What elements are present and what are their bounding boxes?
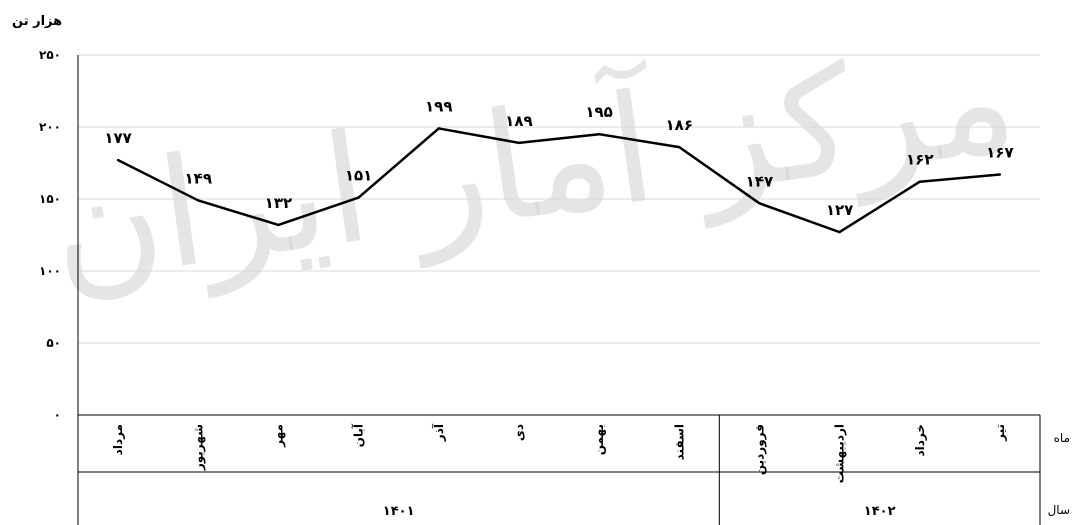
- data-point: [758, 202, 761, 205]
- series-line: [116, 127, 1002, 234]
- y-tick-labels: ۰ ۵۰ ۱۰۰ ۱۵۰ ۲۰۰ ۲۵۰: [39, 48, 61, 422]
- x-category-label: دی: [512, 424, 526, 441]
- data-point: [277, 223, 280, 227]
- data-point: [597, 133, 601, 136]
- year-labels: ۱۴۰۱ ۱۴۰۲ ماه سال: [383, 431, 1070, 519]
- x-category-label: آذر: [431, 423, 446, 442]
- data-label: ۱۸۹: [505, 112, 532, 130]
- data-label: ۱۲۷: [826, 201, 853, 219]
- x-category-label: تیر: [993, 424, 1007, 442]
- data-label: ۱۹۹: [425, 97, 452, 115]
- year-row-label: سال: [1048, 503, 1070, 517]
- x-category-label: بهمن: [592, 424, 606, 455]
- data-point: [517, 141, 521, 145]
- data-label: ۱۴۷: [746, 172, 773, 190]
- x-category-label: مهر: [271, 424, 285, 448]
- data-point: [838, 230, 841, 234]
- data-label: ۱۸۶: [666, 116, 693, 134]
- data-point: [357, 196, 360, 199]
- data-point: [116, 158, 120, 162]
- grid-lines: [78, 54, 1040, 344]
- x-category-label: شهریور: [191, 424, 206, 471]
- axes: [77, 55, 1041, 525]
- data-point: [437, 127, 440, 130]
- x-category-labels: مرداد شهریور مهر آبان آذر دی بهمن اسفند فروردین ا…: [111, 423, 1007, 483]
- data-label: ۱۴۹: [185, 169, 212, 187]
- y-tick-label: ۰: [54, 408, 61, 422]
- series-line-path: [117, 127, 1001, 234]
- data-point: [197, 199, 200, 202]
- data-label: ۱۷۷: [104, 129, 131, 147]
- data-point: [678, 145, 681, 149]
- y-axis-label: هزار تن: [12, 14, 63, 29]
- y-tick-label: ۱۰۰: [39, 264, 61, 278]
- month-row-label: ماه: [1054, 431, 1070, 445]
- data-label: ۱۳۲: [265, 194, 292, 212]
- x-category-label: فروردین: [752, 424, 767, 475]
- y-tick-label: ۲۰۰: [39, 120, 61, 134]
- x-category-label: مرداد: [111, 424, 125, 455]
- x-category-label: اسفند: [672, 424, 686, 460]
- data-label: ۱۵۱: [345, 167, 372, 185]
- year-label: ۱۴۰۱: [383, 504, 415, 519]
- y-tick-label: ۲۵۰: [39, 48, 61, 62]
- data-labels: ۱۷۷ ۱۴۹ ۱۳۲ ۱۵۱ ۱۹۹ ۱۸۹ ۱۹۵ ۱۸۶ ۱۴۷ ۱۲۷ ۱۶۲ ۱۶۷: [104, 97, 1013, 219]
- x-category-label: خرداد: [913, 424, 927, 457]
- data-label: ۱۶۲: [906, 151, 933, 169]
- x-category-label: اردیبهشت: [833, 424, 847, 483]
- data-label: ۱۶۷: [986, 144, 1013, 162]
- x-category-label: آبان: [351, 423, 366, 447]
- data-label: ۱۹۵: [585, 103, 612, 121]
- data-point: [918, 180, 921, 183]
- year-label: ۱۴۰۲: [864, 504, 896, 519]
- y-tick-label: ۱۵۰: [39, 192, 61, 206]
- y-tick-label: ۵۰: [46, 336, 61, 350]
- data-point: [998, 173, 1002, 176]
